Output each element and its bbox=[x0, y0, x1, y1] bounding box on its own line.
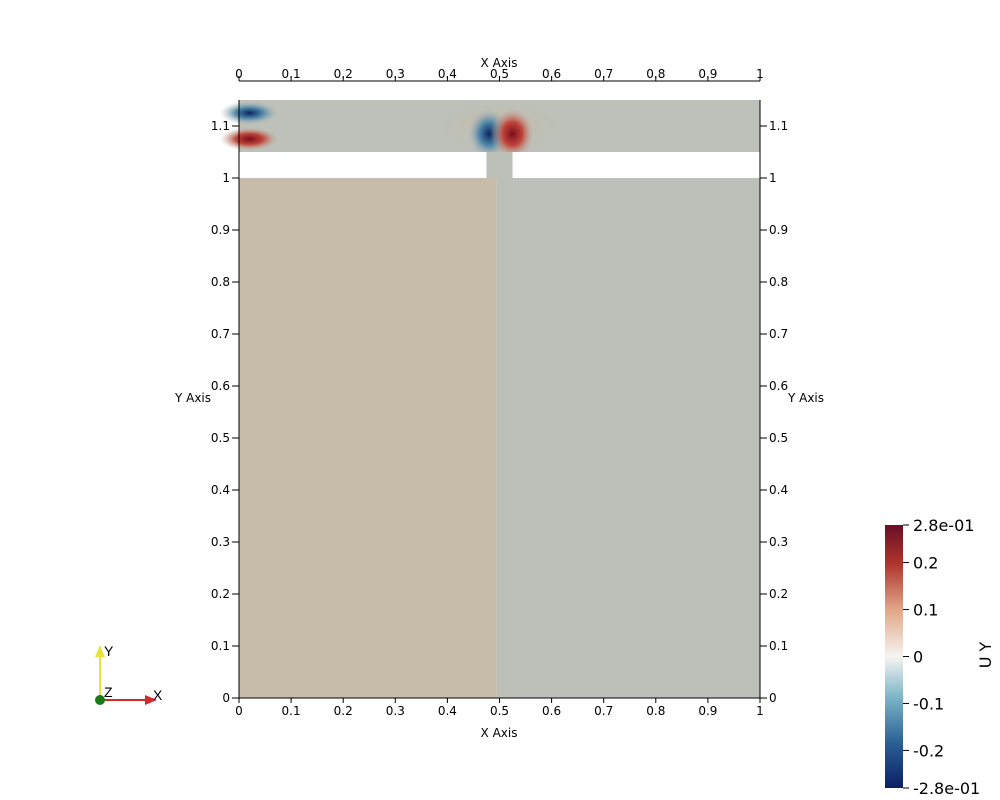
y-axis-title-left: Y Axis bbox=[174, 391, 211, 405]
y-tick-label-right: 0.9 bbox=[769, 223, 788, 237]
y-tick-label-right: 0.6 bbox=[769, 379, 788, 393]
x-tick-label-top: 0.6 bbox=[542, 67, 561, 81]
x-tick-label-top: 0 bbox=[235, 67, 243, 81]
wall-gap-left bbox=[239, 152, 487, 178]
orient-y-label: Y bbox=[104, 643, 114, 659]
field-plot bbox=[219, 100, 760, 698]
y-tick-label-right: 1 bbox=[769, 171, 777, 185]
colorbar-tick-label: 0.2 bbox=[913, 554, 938, 573]
x-tick-label-top: 0.3 bbox=[386, 67, 405, 81]
x-tick-label-top: 1 bbox=[756, 67, 764, 81]
orient-y-arrow-icon bbox=[95, 645, 105, 657]
x-tick-label-top: 0.4 bbox=[438, 67, 457, 81]
x-tick-label-bottom: 0.5 bbox=[490, 704, 509, 718]
x-tick-label-bottom: 0.6 bbox=[542, 704, 561, 718]
y-tick-label-right: 0.3 bbox=[769, 535, 788, 549]
y-tick-label-left: 0.4 bbox=[211, 483, 230, 497]
slot-red-lobe bbox=[490, 107, 535, 160]
x-tick-label-bottom: 1 bbox=[756, 704, 764, 718]
colorbar-tick-label: -2.8e-01 bbox=[913, 779, 980, 798]
x-tick-label-bottom: 0.2 bbox=[334, 704, 353, 718]
x-tick-label-top: 0.9 bbox=[698, 67, 717, 81]
colorbar-ticks: 2.8e-01 0.2 0.1 0 -0.1 -0.2 -2.8e-01 bbox=[903, 516, 980, 798]
y-tick-label-left: 1.1 bbox=[211, 119, 230, 133]
y-tick-label-left: 0.8 bbox=[211, 275, 230, 289]
y-tick-label-right: 0.1 bbox=[769, 639, 788, 653]
y-tick-label-right: 0.5 bbox=[769, 431, 788, 445]
lower-left-region bbox=[239, 178, 497, 698]
x-tick-label-bottom: 0 bbox=[235, 704, 243, 718]
x-tick-label-bottom: 0.3 bbox=[386, 704, 405, 718]
colorbar-tick-label: 0 bbox=[913, 648, 923, 667]
orientation-axes[interactable]: X Y Z bbox=[95, 643, 163, 705]
x-tick-label-bottom: 0.4 bbox=[438, 704, 457, 718]
y-tick-label-left: 0.3 bbox=[211, 535, 230, 549]
x-axis-title-top: X Axis bbox=[481, 56, 518, 70]
colorbar-tick-label: -0.2 bbox=[913, 741, 944, 760]
x-tick-label-top: 0.1 bbox=[282, 67, 301, 81]
y-tick-label-left: 0.1 bbox=[211, 639, 230, 653]
wall-gap-right bbox=[512, 152, 760, 178]
y-axis-title-right: Y Axis bbox=[787, 391, 824, 405]
colorbar-title: U Y bbox=[976, 641, 995, 668]
orient-x-label: X bbox=[153, 687, 163, 703]
x-tick-label-top: 0.7 bbox=[594, 67, 613, 81]
x-tick-label-top: 0.2 bbox=[334, 67, 353, 81]
y-tick-label-right: 0.4 bbox=[769, 483, 788, 497]
color-legend: 2.8e-01 0.2 0.1 0 -0.1 -0.2 -2.8e-01 U Y bbox=[885, 516, 995, 798]
colorbar-tick-label: 2.8e-01 bbox=[913, 516, 974, 535]
colorbar-tick-label: 0.1 bbox=[913, 601, 938, 620]
axis-ticks: 000.10.10.20.20.30.30.40.40.50.50.60.60.… bbox=[211, 67, 788, 718]
y-tick-label-left: 0 bbox=[222, 691, 230, 705]
y-tick-label-left: 0.6 bbox=[211, 379, 230, 393]
y-tick-label-right: 0.7 bbox=[769, 327, 788, 341]
colorbar-gradient bbox=[885, 525, 903, 788]
y-tick-label-left: 1 bbox=[222, 171, 230, 185]
colorbar-tick-label: -0.1 bbox=[913, 694, 944, 713]
inlet-red-lobe bbox=[219, 127, 280, 151]
y-tick-label-left: 0.5 bbox=[211, 431, 230, 445]
y-tick-label-left: 0.2 bbox=[211, 587, 230, 601]
wall-slot bbox=[486, 152, 513, 178]
orient-z-axis-dot bbox=[95, 695, 105, 705]
y-tick-label-left: 0.7 bbox=[211, 327, 230, 341]
y-tick-label-right: 0.2 bbox=[769, 587, 788, 601]
orient-z-label: Z bbox=[104, 684, 113, 700]
x-tick-label-top: 0.5 bbox=[490, 67, 509, 81]
orient-x-arrow-icon bbox=[145, 695, 157, 705]
y-tick-label-left: 0.9 bbox=[211, 223, 230, 237]
x-tick-label-bottom: 0.7 bbox=[594, 704, 613, 718]
x-tick-label-bottom: 0.9 bbox=[698, 704, 717, 718]
y-tick-label-right: 1.1 bbox=[769, 119, 788, 133]
x-tick-label-top: 0.8 bbox=[646, 67, 665, 81]
inlet-blue-lobe bbox=[219, 101, 280, 125]
y-tick-label-right: 0 bbox=[769, 691, 777, 705]
lower-right-region bbox=[496, 178, 760, 698]
x-axis-title-bottom: X Axis bbox=[481, 726, 518, 740]
x-tick-label-bottom: 0.8 bbox=[646, 704, 665, 718]
y-tick-label-right: 0.8 bbox=[769, 275, 788, 289]
x-tick-label-bottom: 0.1 bbox=[282, 704, 301, 718]
